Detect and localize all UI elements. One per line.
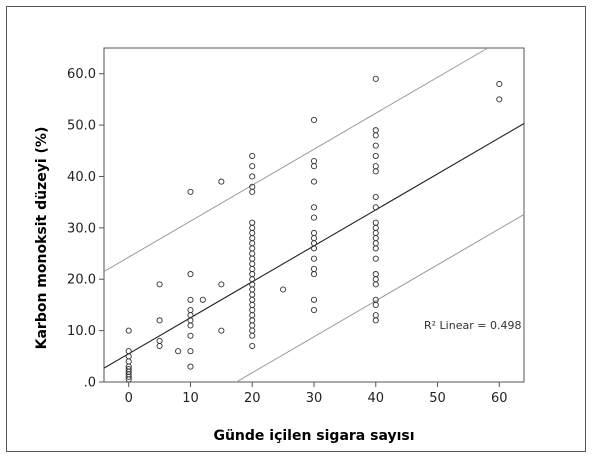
data-point bbox=[187, 348, 194, 355]
data-point bbox=[218, 178, 225, 185]
data-point bbox=[372, 204, 379, 211]
data-point bbox=[310, 296, 318, 303]
data-point bbox=[310, 178, 318, 185]
data-point bbox=[175, 348, 182, 355]
data-point bbox=[199, 296, 206, 303]
data-point bbox=[249, 163, 256, 170]
data-point bbox=[310, 271, 318, 278]
x-tick-label: 60 bbox=[491, 391, 508, 406]
x-axis: 0 10 20 30 40 50 60 bbox=[125, 382, 508, 406]
figure-border bbox=[6, 6, 586, 452]
scatter-points bbox=[125, 75, 503, 383]
data-point bbox=[372, 168, 379, 175]
scatter-chart: 0 10 20 30 40 50 60 .0 10.0 20.0 30.0 40.0 50.0 60.0… bbox=[6, 6, 586, 452]
data-point bbox=[156, 342, 163, 350]
data-point bbox=[310, 214, 318, 221]
data-point bbox=[187, 296, 194, 303]
data-point bbox=[249, 173, 256, 180]
figure-frame: 0 10 20 30 40 50 60 .0 10.0 20.0 30.0 40.0 50.0 60.0… bbox=[6, 6, 586, 452]
y-tick-label: 20.0 bbox=[67, 273, 96, 288]
y-axis-label: Karbon monoksit düzeyi (%) bbox=[34, 127, 50, 350]
y-tick-label: 50.0 bbox=[67, 119, 96, 134]
x-tick-label: 30 bbox=[306, 391, 323, 406]
data-point bbox=[310, 245, 318, 252]
data-point bbox=[156, 281, 163, 288]
data-point bbox=[372, 301, 379, 308]
y-tick-label: 30.0 bbox=[67, 221, 96, 236]
data-point bbox=[125, 327, 132, 334]
data-point bbox=[310, 116, 318, 123]
data-point bbox=[372, 75, 379, 82]
y-tick-label: 10.0 bbox=[67, 324, 96, 339]
data-point bbox=[187, 188, 194, 195]
data-point bbox=[218, 281, 225, 288]
data-point bbox=[187, 322, 194, 329]
data-point bbox=[496, 96, 503, 103]
y-tick-label: 40.0 bbox=[67, 170, 96, 185]
data-point bbox=[249, 342, 256, 350]
lower-prediction-line bbox=[236, 214, 525, 383]
x-tick-label: 0 bbox=[125, 391, 133, 406]
data-point bbox=[372, 142, 379, 149]
x-tick-label: 20 bbox=[244, 391, 261, 406]
data-point bbox=[310, 204, 318, 211]
data-point bbox=[156, 317, 163, 324]
data-point bbox=[125, 373, 132, 380]
data-point bbox=[372, 317, 379, 324]
data-point bbox=[280, 286, 287, 293]
data-point bbox=[310, 163, 318, 170]
data-point bbox=[372, 193, 379, 201]
y-axis: .0 10.0 20.0 30.0 40.0 50.0 60.0 bbox=[67, 67, 104, 391]
x-axis-label: Günde içilen sigara sayısı bbox=[213, 428, 414, 444]
prediction-bands bbox=[103, 47, 525, 383]
data-point bbox=[310, 307, 318, 314]
upper-prediction-line bbox=[103, 47, 489, 272]
r-squared-annotation: R² Linear = 0.498 bbox=[424, 319, 521, 332]
data-point bbox=[496, 80, 503, 88]
x-tick-label: 10 bbox=[182, 391, 199, 406]
x-tick-label: 40 bbox=[367, 391, 384, 406]
data-point bbox=[187, 363, 194, 370]
data-point bbox=[249, 332, 256, 339]
data-point bbox=[310, 255, 318, 262]
data-point bbox=[372, 245, 379, 252]
data-point bbox=[218, 327, 225, 334]
data-point bbox=[249, 152, 256, 159]
y-tick-label: .0 bbox=[84, 376, 96, 391]
data-point bbox=[187, 271, 194, 278]
y-tick-label: 60.0 bbox=[67, 67, 96, 82]
data-point bbox=[372, 281, 379, 288]
data-point bbox=[372, 255, 379, 262]
data-point bbox=[249, 188, 256, 195]
data-point bbox=[372, 132, 379, 139]
data-point bbox=[187, 332, 194, 339]
x-tick-label: 50 bbox=[429, 391, 446, 406]
data-point bbox=[372, 152, 379, 159]
